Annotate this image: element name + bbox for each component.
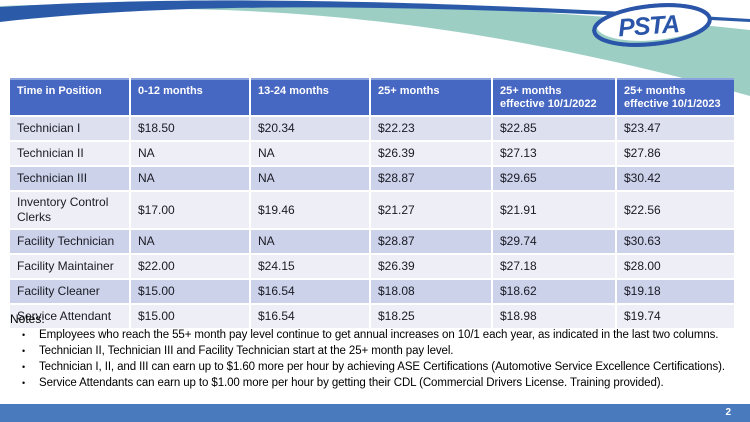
pay-value-cell: $28.87 xyxy=(371,230,491,253)
table-row: Technician I $18.50 $20.34 $22.23 $22.85 $23.… xyxy=(10,117,734,140)
pay-value-cell: NA xyxy=(131,142,249,165)
pay-value-cell: NA xyxy=(131,167,249,190)
column-header: Time in Position xyxy=(10,78,129,115)
pay-value-cell: $19.74 xyxy=(617,305,734,328)
bullet-icon: • xyxy=(22,330,26,340)
position-cell: Inventory Control Clerks xyxy=(10,192,129,228)
pay-value-cell: $21.27 xyxy=(371,192,491,228)
pay-value-cell: $26.39 xyxy=(371,142,491,165)
pay-value-cell: $22.00 xyxy=(131,255,249,278)
logo-text: PSTA xyxy=(617,10,680,42)
pay-value-cell: $16.54 xyxy=(251,280,369,303)
pay-value-cell: $18.08 xyxy=(371,280,491,303)
footer-bar: 2 xyxy=(0,404,750,422)
bullet-icon: • xyxy=(22,362,26,372)
pay-value-cell: $27.13 xyxy=(493,142,615,165)
note-item: • Technician II, Technician III and Facil… xyxy=(10,344,742,358)
position-cell: Technician III xyxy=(10,167,129,190)
note-text: Service Attendants can earn up to $1.00 … xyxy=(39,377,664,389)
note-item: • Employees who reach the 55+ month pay l… xyxy=(10,328,742,342)
notes-title: Notes: xyxy=(10,312,45,326)
table-header-row: Time in Position 0-12 months 13-24 months 2… xyxy=(10,78,734,115)
position-cell: Facility Technician xyxy=(10,230,129,253)
pay-value-cell: $15.00 xyxy=(131,280,249,303)
pay-value-cell: NA xyxy=(251,142,369,165)
psta-logo: PSTA xyxy=(592,1,712,50)
pay-value-cell: $19.46 xyxy=(251,192,369,228)
pay-value-cell: $16.54 xyxy=(251,305,369,328)
note-text: Employees who reach the 55+ month pay le… xyxy=(39,329,719,341)
column-header: 25+ months effective 10/1/2023 xyxy=(617,78,734,115)
pay-value-cell: $18.25 xyxy=(371,305,491,328)
pay-value-cell: $18.98 xyxy=(493,305,615,328)
pay-value-cell: $20.34 xyxy=(251,117,369,140)
pay-value-cell: NA xyxy=(251,230,369,253)
pay-value-cell: $27.18 xyxy=(493,255,615,278)
bullet-icon: • xyxy=(22,346,26,356)
pay-value-cell: $15.00 xyxy=(131,305,249,328)
note-item: • Technician I, II, and III can earn up t… xyxy=(10,360,742,374)
pay-value-cell: NA xyxy=(131,230,249,253)
page-number: 2 xyxy=(725,407,731,418)
pay-value-cell: $28.87 xyxy=(371,167,491,190)
table-row: Facility Technician NA NA $28.87 $29.74 $30.6… xyxy=(10,230,734,253)
table-row: Technician II NA NA $26.39 $27.13 $27.86 xyxy=(10,142,734,165)
pay-value-cell: $18.62 xyxy=(493,280,615,303)
pay-value-cell: $19.18 xyxy=(617,280,734,303)
position-cell: Service Attendant xyxy=(10,305,129,328)
pay-value-cell: $18.50 xyxy=(131,117,249,140)
column-header: 13-24 months xyxy=(251,78,369,115)
pay-value-cell: NA xyxy=(251,167,369,190)
pay-value-cell: $30.42 xyxy=(617,167,734,190)
note-text: Technician II, Technician III and Facili… xyxy=(39,345,454,357)
column-header: 25+ months xyxy=(371,78,491,115)
table-row: Service Attendant $15.00 $16.54 $18.25 $18.9… xyxy=(10,305,734,328)
position-cell: Facility Cleaner xyxy=(10,280,129,303)
pay-value-cell: $29.74 xyxy=(493,230,615,253)
bullet-icon: • xyxy=(22,378,26,388)
pay-value-cell: $21.91 xyxy=(493,192,615,228)
column-header: 0-12 months xyxy=(131,78,249,115)
pay-value-cell: $22.56 xyxy=(617,192,734,228)
pay-value-cell: $26.39 xyxy=(371,255,491,278)
pay-value-cell: $22.23 xyxy=(371,117,491,140)
table-row: Inventory Control Clerks $17.00 $19.46 $21.… xyxy=(10,192,734,228)
position-cell: Facility Maintainer xyxy=(10,255,129,278)
column-header: 25+ months effective 10/1/2022 xyxy=(493,78,615,115)
pay-value-cell: $22.85 xyxy=(493,117,615,140)
pay-value-cell: $30.63 xyxy=(617,230,734,253)
position-cell: Technician I xyxy=(10,117,129,140)
notes-section: Notes: • Employees who reach the 55+ mont… xyxy=(10,312,742,390)
table-row: Facility Cleaner $15.00 $16.54 $18.08 $18.62… xyxy=(10,280,734,303)
pay-table: Time in Position 0-12 months 13-24 months 2… xyxy=(8,76,734,330)
note-item: • Service Attendants can earn up to $1.00… xyxy=(10,376,742,390)
table-row: Facility Maintainer $22.00 $24.15 $26.39 $27… xyxy=(10,255,734,278)
pay-value-cell: $23.47 xyxy=(617,117,734,140)
note-text: Technician I, II, and III can earn up to… xyxy=(39,361,725,373)
pay-value-cell: $17.00 xyxy=(131,192,249,228)
pay-value-cell: $28.00 xyxy=(617,255,734,278)
pay-value-cell: $24.15 xyxy=(251,255,369,278)
pay-value-cell: $27.86 xyxy=(617,142,734,165)
position-cell: Technician II xyxy=(10,142,129,165)
table-row: Technician III NA NA $28.87 $29.65 $30.42 xyxy=(10,167,734,190)
notes-list: • Employees who reach the 55+ month pay l… xyxy=(10,328,742,390)
pay-value-cell: $29.65 xyxy=(493,167,615,190)
